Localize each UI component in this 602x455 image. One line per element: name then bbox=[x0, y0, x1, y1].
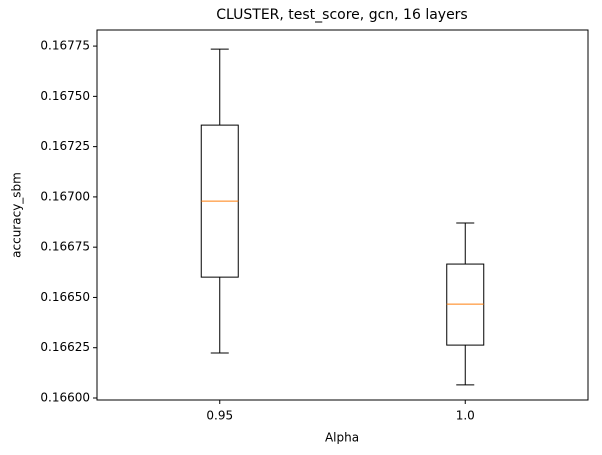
y-tick-label: 0.16650 bbox=[40, 290, 90, 304]
whisker-high bbox=[210, 48, 229, 126]
x-tick-label: 1.0 bbox=[456, 409, 475, 423]
y-tick-label: 0.16775 bbox=[40, 39, 90, 53]
y-tick-label: 0.16700 bbox=[40, 189, 90, 203]
x-axis-label: Alpha bbox=[325, 431, 359, 445]
x-tick-label: 0.95 bbox=[206, 409, 233, 423]
whisker-low bbox=[210, 277, 229, 354]
y-tick-label: 0.16750 bbox=[40, 89, 90, 103]
chart-title: CLUSTER, test_score, gcn, 16 layers bbox=[216, 7, 467, 23]
y-axis-label: accuracy_sbm bbox=[10, 172, 24, 258]
box bbox=[446, 263, 485, 346]
y-tick-label: 0.16600 bbox=[40, 390, 90, 404]
whisker-low bbox=[456, 345, 475, 386]
y-tick-label: 0.16625 bbox=[40, 340, 90, 354]
y-tick-label: 0.16675 bbox=[40, 240, 90, 254]
whisker-high bbox=[456, 222, 475, 265]
plot-frame bbox=[96, 29, 589, 401]
y-tick-label: 0.16725 bbox=[40, 139, 90, 153]
